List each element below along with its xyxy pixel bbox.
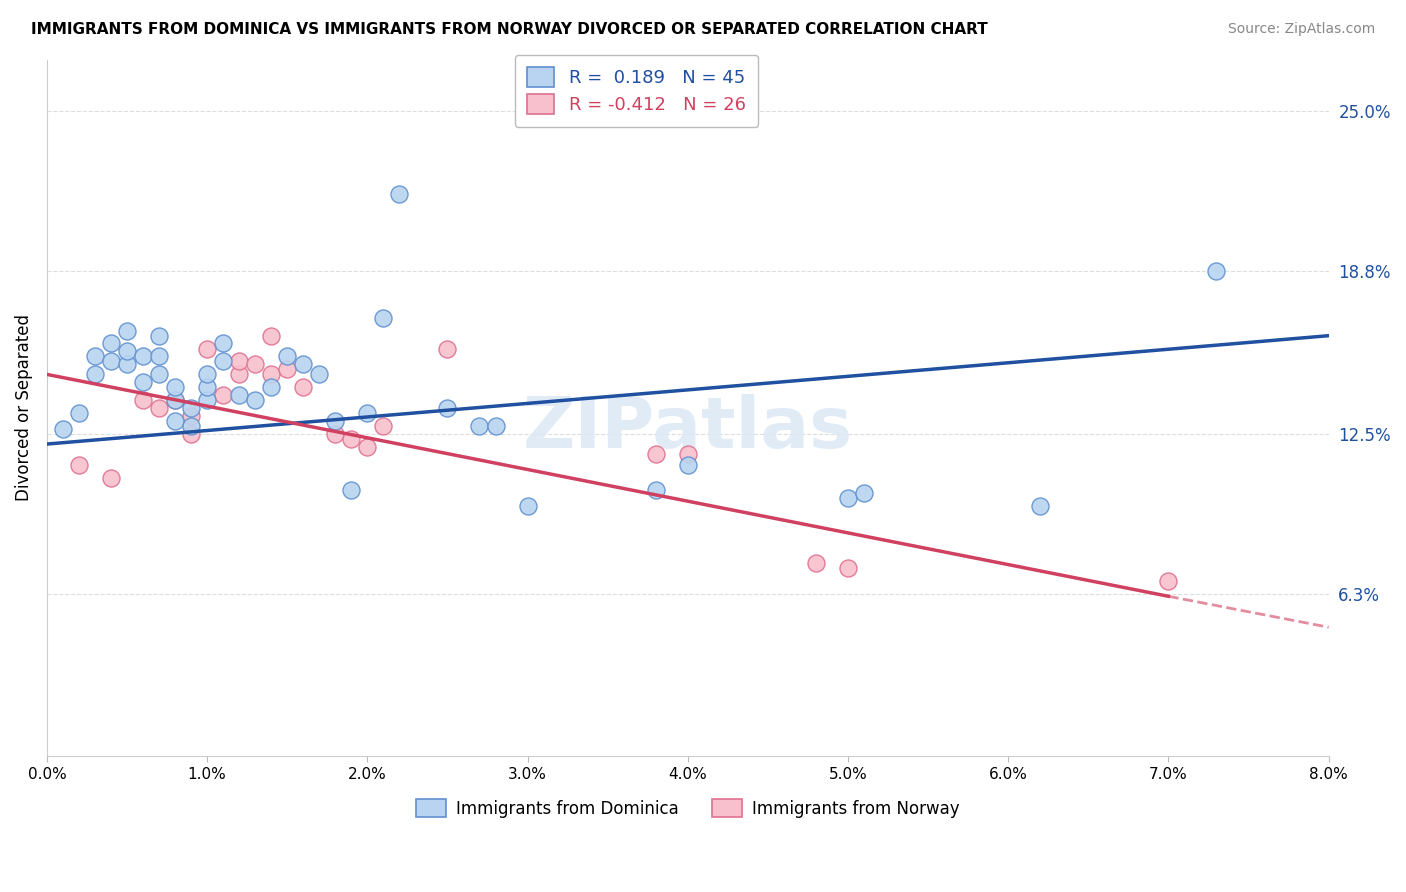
Point: [100, 470, 122, 484]
Point: [436, 342, 458, 356]
Point: [340, 483, 363, 498]
Point: [676, 458, 699, 472]
Point: [243, 393, 266, 408]
Point: [228, 368, 250, 382]
Point: [165, 393, 187, 408]
Point: [356, 406, 378, 420]
Point: [516, 499, 538, 513]
Point: [276, 349, 298, 363]
Point: [212, 336, 235, 351]
Point: [340, 432, 363, 446]
Point: [195, 342, 218, 356]
Text: ZIPatlas: ZIPatlas: [523, 394, 853, 463]
Point: [373, 419, 395, 434]
Point: [243, 357, 266, 371]
Point: [484, 419, 506, 434]
Point: [260, 328, 283, 343]
Point: [115, 357, 138, 371]
Text: IMMIGRANTS FROM DOMINICA VS IMMIGRANTS FROM NORWAY DIVORCED OR SEPARATED CORRELA: IMMIGRANTS FROM DOMINICA VS IMMIGRANTS F…: [31, 22, 987, 37]
Point: [468, 419, 491, 434]
Point: [148, 328, 170, 343]
Point: [276, 362, 298, 376]
Legend: Immigrants from Dominica, Immigrants from Norway: Immigrants from Dominica, Immigrants fro…: [409, 793, 966, 824]
Text: Source: ZipAtlas.com: Source: ZipAtlas.com: [1227, 22, 1375, 37]
Point: [132, 349, 155, 363]
Point: [1029, 499, 1052, 513]
Point: [148, 349, 170, 363]
Point: [52, 421, 75, 435]
Point: [67, 458, 90, 472]
Point: [212, 354, 235, 368]
Point: [323, 414, 346, 428]
Point: [165, 380, 187, 394]
Point: [373, 310, 395, 325]
Point: [323, 426, 346, 441]
Point: [195, 368, 218, 382]
Point: [84, 368, 107, 382]
Point: [115, 324, 138, 338]
Point: [180, 426, 202, 441]
Point: [165, 414, 187, 428]
Point: [292, 380, 315, 394]
Point: [388, 186, 411, 201]
Point: [212, 388, 235, 402]
Point: [837, 561, 859, 575]
Point: [115, 344, 138, 359]
Point: [165, 393, 187, 408]
Point: [1157, 574, 1180, 588]
Point: [67, 406, 90, 420]
Point: [308, 368, 330, 382]
Point: [148, 368, 170, 382]
Point: [180, 409, 202, 423]
Point: [1205, 264, 1227, 278]
Point: [260, 368, 283, 382]
Y-axis label: Divorced or Separated: Divorced or Separated: [15, 315, 32, 501]
Point: [837, 491, 859, 506]
Point: [180, 401, 202, 415]
Point: [853, 486, 876, 500]
Point: [260, 380, 283, 394]
Point: [100, 354, 122, 368]
Point: [195, 380, 218, 394]
Point: [804, 556, 827, 570]
Point: [436, 401, 458, 415]
Point: [132, 393, 155, 408]
Point: [228, 388, 250, 402]
Point: [228, 354, 250, 368]
Point: [676, 447, 699, 461]
Point: [148, 401, 170, 415]
Point: [132, 375, 155, 389]
Point: [195, 393, 218, 408]
Point: [644, 483, 666, 498]
Point: [100, 336, 122, 351]
Point: [644, 447, 666, 461]
Point: [356, 440, 378, 454]
Point: [292, 357, 315, 371]
Point: [180, 419, 202, 434]
Point: [84, 349, 107, 363]
